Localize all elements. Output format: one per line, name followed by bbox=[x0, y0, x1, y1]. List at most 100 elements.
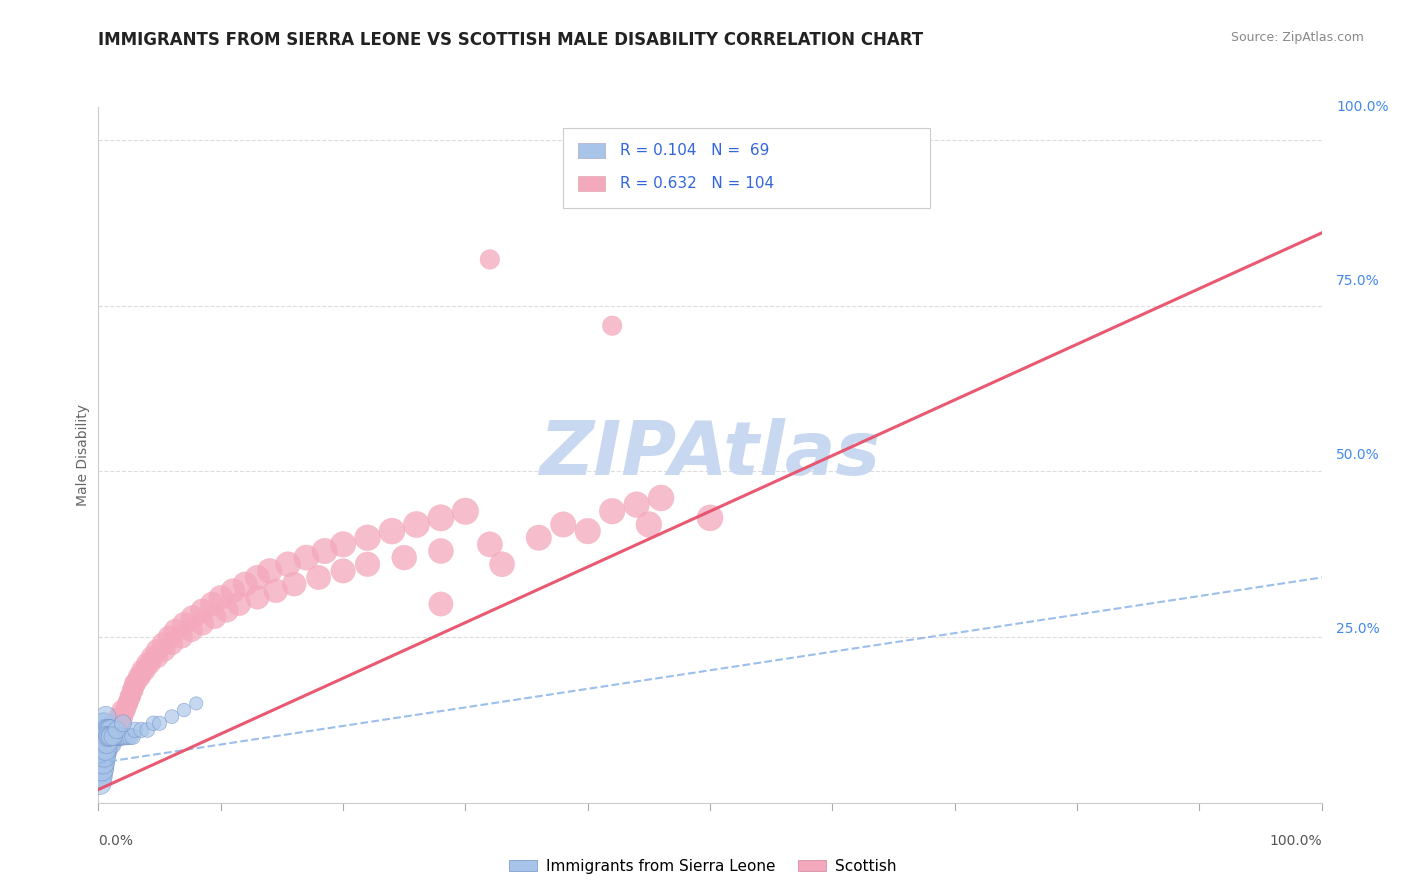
Text: Source: ZipAtlas.com: Source: ZipAtlas.com bbox=[1230, 31, 1364, 45]
Point bbox=[114, 730, 136, 744]
Point bbox=[91, 749, 114, 764]
Point bbox=[107, 730, 129, 744]
Point bbox=[478, 252, 501, 267]
Text: 25.0%: 25.0% bbox=[1336, 622, 1381, 636]
Point bbox=[295, 550, 318, 565]
Point bbox=[165, 624, 187, 638]
Point bbox=[157, 630, 180, 644]
Point bbox=[110, 709, 132, 723]
Point bbox=[699, 511, 721, 525]
Text: R = 0.104   N =  69: R = 0.104 N = 69 bbox=[620, 143, 769, 158]
Point bbox=[100, 736, 122, 750]
Point bbox=[100, 736, 122, 750]
Point bbox=[105, 716, 128, 731]
Point bbox=[186, 697, 208, 711]
Point bbox=[89, 743, 111, 757]
Point bbox=[129, 670, 152, 684]
Point bbox=[120, 730, 142, 744]
Point bbox=[332, 537, 354, 551]
Point bbox=[91, 763, 114, 777]
Point bbox=[430, 597, 453, 611]
Point bbox=[93, 749, 115, 764]
Point bbox=[111, 709, 134, 723]
Point bbox=[314, 544, 336, 558]
Point bbox=[90, 756, 112, 770]
Point bbox=[111, 709, 134, 723]
Point bbox=[93, 743, 115, 757]
Point bbox=[100, 730, 122, 744]
Point bbox=[111, 730, 134, 744]
Point bbox=[381, 524, 404, 538]
Point bbox=[626, 498, 648, 512]
Point bbox=[107, 723, 129, 737]
Point bbox=[104, 723, 127, 737]
Point bbox=[180, 624, 202, 638]
Point bbox=[97, 730, 120, 744]
Point bbox=[96, 736, 118, 750]
Point bbox=[91, 723, 114, 737]
Point bbox=[91, 769, 114, 783]
Text: IMMIGRANTS FROM SIERRA LEONE VS SCOTTISH MALE DISABILITY CORRELATION CHART: IMMIGRANTS FROM SIERRA LEONE VS SCOTTISH… bbox=[98, 31, 924, 49]
Point bbox=[111, 716, 134, 731]
Point bbox=[97, 736, 120, 750]
Point bbox=[149, 716, 172, 731]
Point bbox=[108, 730, 131, 744]
Point bbox=[170, 630, 193, 644]
Point bbox=[93, 743, 115, 757]
Point bbox=[90, 749, 112, 764]
Point bbox=[101, 723, 124, 737]
Point bbox=[91, 716, 114, 731]
Point bbox=[124, 676, 146, 690]
Point bbox=[98, 736, 121, 750]
Point bbox=[134, 663, 156, 677]
Point bbox=[94, 743, 117, 757]
Point bbox=[173, 703, 195, 717]
Point bbox=[96, 743, 118, 757]
Point bbox=[110, 730, 132, 744]
Text: 100.0%: 100.0% bbox=[1336, 100, 1389, 114]
Text: 50.0%: 50.0% bbox=[1336, 448, 1381, 462]
Point bbox=[114, 703, 136, 717]
Point bbox=[356, 558, 378, 572]
Point bbox=[430, 511, 453, 525]
Point bbox=[93, 716, 115, 731]
Point bbox=[105, 730, 128, 744]
Point bbox=[110, 709, 132, 723]
Point bbox=[91, 763, 114, 777]
Point bbox=[233, 577, 256, 591]
Point bbox=[94, 730, 117, 744]
Point bbox=[264, 583, 287, 598]
Point bbox=[129, 723, 152, 737]
Point bbox=[104, 723, 127, 737]
Point bbox=[100, 736, 122, 750]
Point bbox=[454, 504, 477, 518]
Point bbox=[308, 570, 330, 584]
Point bbox=[160, 709, 183, 723]
Point bbox=[103, 716, 125, 731]
FancyBboxPatch shape bbox=[564, 128, 931, 208]
Point bbox=[91, 749, 114, 764]
Point bbox=[600, 504, 623, 518]
Point bbox=[146, 650, 169, 665]
Point bbox=[89, 756, 111, 770]
Point bbox=[97, 730, 120, 744]
Point bbox=[96, 736, 118, 750]
Point bbox=[94, 749, 117, 764]
Point bbox=[101, 730, 124, 744]
Point bbox=[101, 730, 124, 744]
Point bbox=[152, 637, 174, 651]
Point bbox=[430, 544, 453, 558]
Point bbox=[121, 683, 143, 698]
Point bbox=[107, 709, 129, 723]
Point bbox=[111, 716, 134, 731]
Point bbox=[405, 517, 427, 532]
Point bbox=[94, 709, 117, 723]
Point bbox=[553, 517, 575, 532]
Point bbox=[121, 730, 143, 744]
Point bbox=[131, 663, 153, 677]
FancyBboxPatch shape bbox=[578, 143, 605, 158]
Point bbox=[91, 736, 114, 750]
Point bbox=[93, 730, 115, 744]
Point bbox=[124, 723, 146, 737]
Point bbox=[146, 643, 169, 657]
